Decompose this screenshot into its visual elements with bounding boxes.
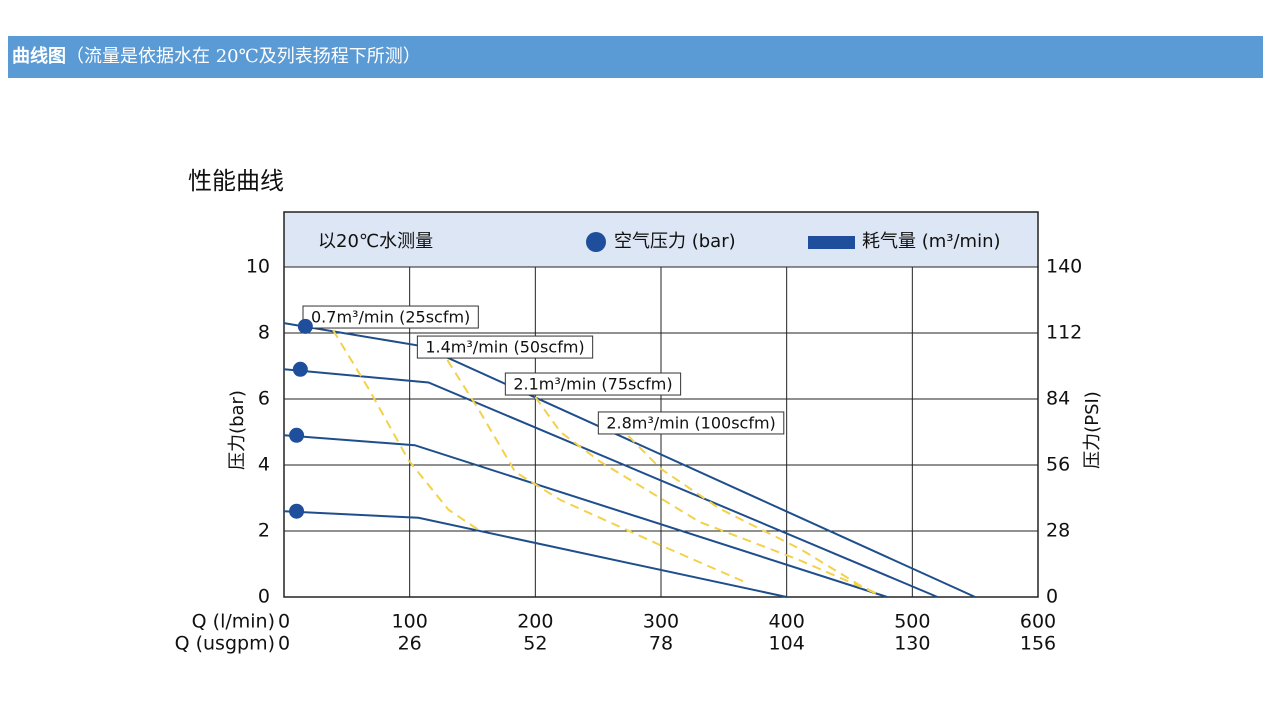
x-tick-label: 200 bbox=[517, 611, 553, 633]
x2-tick-label: 52 bbox=[523, 633, 547, 655]
header-title: 曲线图 bbox=[12, 46, 66, 67]
y-axis-label: 压力(bar) bbox=[227, 390, 248, 470]
x2-tick-label: 130 bbox=[894, 633, 930, 655]
y2-tick-label: 140 bbox=[1046, 256, 1082, 278]
header-note: （流量是依据水在 20℃及列表扬程下所测） bbox=[66, 46, 421, 67]
y2-tick-label: 56 bbox=[1046, 454, 1070, 476]
x-tick-label: 600 bbox=[1020, 611, 1056, 633]
pressure-line bbox=[283, 510, 787, 598]
consumption-line bbox=[534, 396, 881, 596]
x-tick-label: 0 bbox=[278, 611, 290, 633]
pressure-point bbox=[292, 361, 308, 377]
curve-label-box bbox=[416, 335, 594, 359]
curve-label: 2.1m³/min (75scfm) bbox=[513, 375, 672, 394]
y2-axis-label: 压力(PSI) bbox=[1082, 391, 1103, 469]
consumption-line bbox=[627, 435, 881, 596]
y-tick-label: 6 bbox=[258, 388, 270, 410]
legend-band bbox=[284, 212, 1038, 267]
y-tick-label: 10 bbox=[246, 256, 270, 278]
x2-tick-label: 0 bbox=[278, 633, 290, 655]
curve-label: 2.8m³/min (100scfm) bbox=[606, 413, 775, 432]
curve-label-box bbox=[597, 411, 785, 435]
pressure-line bbox=[283, 368, 938, 598]
pressure-line bbox=[283, 434, 888, 598]
pressure-point bbox=[297, 318, 313, 334]
y-tick-label: 0 bbox=[258, 586, 270, 608]
legend-marker bbox=[808, 236, 855, 249]
consumption-line bbox=[332, 329, 480, 531]
y2-tick-label: 0 bbox=[1046, 586, 1058, 608]
y2-tick-label: 84 bbox=[1046, 388, 1070, 410]
x2-tick-label: 156 bbox=[1020, 633, 1056, 655]
x-tick-label: 100 bbox=[392, 611, 428, 633]
x2-tick-label: 78 bbox=[649, 633, 673, 655]
consumption-line bbox=[446, 359, 746, 584]
chart-title: 性能曲线 bbox=[188, 167, 284, 195]
x2-tick-label: 104 bbox=[769, 633, 805, 655]
x-tick-label: 300 bbox=[643, 611, 679, 633]
curve-label: 1.4m³/min (50scfm) bbox=[425, 338, 584, 357]
legend-label: 空气压力 (bar) bbox=[614, 231, 736, 252]
pressure-line bbox=[283, 322, 976, 598]
legend-label: 耗气量 (m³/min) bbox=[862, 231, 1001, 252]
x2-tick-label: 26 bbox=[398, 633, 422, 655]
plot-frame bbox=[283, 211, 1039, 598]
pressure-point bbox=[289, 503, 305, 519]
y2-tick-label: 28 bbox=[1046, 520, 1070, 542]
y2-tick-label: 112 bbox=[1046, 322, 1082, 344]
y-tick-label: 8 bbox=[258, 322, 270, 344]
y-tick-label: 4 bbox=[258, 454, 270, 476]
curve-label: 0.7m³/min (25scfm) bbox=[311, 308, 470, 327]
curve-label-box bbox=[302, 305, 479, 329]
x-tick-label: 400 bbox=[769, 611, 805, 633]
legend-marker bbox=[586, 232, 606, 252]
header-bar: 曲线图（流量是依据水在 20℃及列表扬程下所测） bbox=[8, 36, 1263, 78]
curve-label-box bbox=[504, 372, 682, 396]
annotation: 以20℃水测量 bbox=[318, 231, 433, 252]
x-tick-label: 500 bbox=[894, 611, 930, 633]
x2-axis-label: Q (usgpm) bbox=[175, 633, 275, 655]
pressure-point bbox=[289, 427, 305, 443]
x-axis-label: Q (l/min) bbox=[192, 611, 275, 633]
y-tick-label: 2 bbox=[258, 520, 270, 542]
